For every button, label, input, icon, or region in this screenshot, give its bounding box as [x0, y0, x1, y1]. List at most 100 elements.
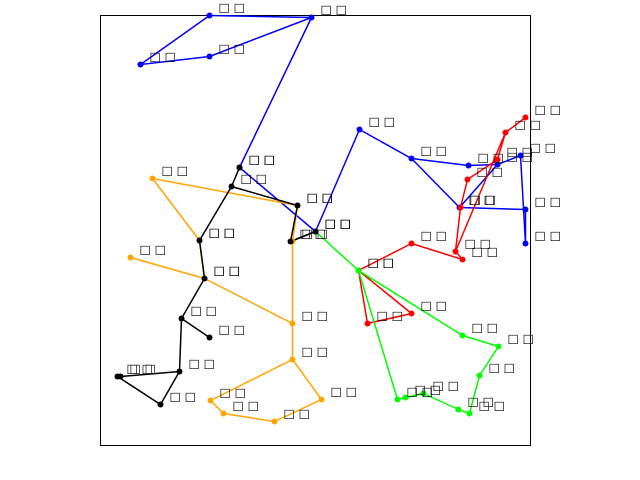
node-label-1-3: □ □ [477, 165, 504, 179]
edge-4-6 [180, 278, 206, 319]
edge-1-4 [454, 207, 462, 252]
node-1-5 [459, 256, 466, 263]
node-2-2 [459, 332, 466, 339]
node-1-3 [464, 176, 471, 183]
node-label-4-3: □ □ [300, 227, 327, 241]
edge-4-2 [289, 205, 299, 242]
edge-1-9 [367, 312, 412, 325]
node-label-3-5: □ □ [302, 345, 329, 359]
plot-frame [100, 15, 531, 446]
edge-2-4 [468, 375, 481, 414]
node-label-2-9: □ □ [407, 385, 434, 399]
node-label-0-13: □ □ [325, 217, 352, 231]
edge-4-5 [198, 240, 206, 279]
node-4-3 [287, 238, 294, 245]
node-label-0-9: □ □ [530, 141, 557, 155]
node-label-0-6: □ □ [421, 144, 448, 158]
edge-4-9 [120, 370, 180, 378]
node-3-7 [271, 418, 278, 425]
node-label-2-7: □ □ [433, 379, 460, 393]
node-0-11 [522, 206, 529, 213]
node-label-4-7: □ □ [191, 304, 218, 318]
node-label-4-5: □ □ [209, 226, 236, 240]
node-label-3-8: □ □ [233, 399, 260, 413]
edge-0-10 [497, 154, 521, 166]
edge-2-6 [423, 392, 459, 411]
node-label-1-10: □ □ [421, 299, 448, 313]
node-label-4-2: □ □ [307, 191, 334, 205]
node-1-1 [502, 129, 509, 136]
node-label-1-6: □ □ [465, 237, 492, 251]
edge-2-3 [478, 346, 500, 376]
edge-0-8 [411, 157, 469, 167]
node-label-2-4: □ □ [489, 361, 516, 375]
edge-3-10 [130, 256, 205, 280]
node-label-0-3: □ □ [219, 42, 246, 56]
node-label-0-0: □ □ [219, 1, 246, 15]
node-3-2 [127, 254, 134, 261]
node-label-0-2: □ □ [150, 50, 177, 64]
node-label-4-10: □ □ [130, 362, 157, 376]
node-0-2 [137, 61, 144, 68]
edge-4-4 [198, 186, 233, 241]
node-label-1-7: □ □ [421, 229, 448, 243]
node-4-5 [196, 237, 203, 244]
node-label-0-10: □ □ [469, 193, 496, 207]
node-3-5 [289, 356, 296, 363]
edge-0-14 [410, 157, 461, 209]
node-0-9 [517, 152, 524, 159]
node-1-0 [522, 114, 529, 121]
edge-4-7 [181, 317, 210, 339]
node-label-1-4: □ □ [470, 193, 497, 207]
node-label-1-5: □ □ [472, 245, 499, 259]
node-2-9 [394, 396, 401, 403]
node-1-6 [452, 248, 459, 255]
edge-3-12 [151, 178, 201, 241]
edge-1-7 [358, 242, 412, 272]
node-label-2-8: □ □ [415, 383, 442, 397]
node-0-0 [206, 12, 213, 19]
edge-3-6 [223, 412, 275, 423]
node-3-4 [289, 320, 296, 327]
node-2-1 [355, 267, 362, 274]
edge-4-0 [230, 167, 241, 187]
node-0-1 [308, 14, 315, 21]
node-0-12 [522, 240, 529, 247]
node-3-8 [220, 410, 227, 417]
node-label-4-6: □ □ [214, 264, 241, 278]
node-1-4 [457, 204, 464, 211]
node-2-3 [495, 343, 502, 350]
node-label-3-10: □ □ [307, 191, 334, 205]
node-0-7 [465, 162, 472, 169]
node-1-7 [408, 240, 415, 247]
node-layer [114, 12, 529, 425]
edge-0-6 [314, 129, 361, 232]
edge-0-11 [519, 155, 527, 244]
edge-2-2 [462, 334, 499, 348]
node-label-2-3: □ □ [508, 332, 535, 346]
edge-3-7 [274, 398, 322, 423]
node-label-3-11: □ □ [302, 227, 329, 241]
node-0-5 [356, 126, 363, 133]
node-label-4-12: □ □ [170, 390, 197, 404]
label-layer: □ □ □ □ □ □ □ □ □ □ □ □ □ □ □ □ □ □ □ □ □ □ □ □ □ □ □… [127, 1, 562, 421]
edge-1-6 [411, 242, 463, 261]
edge-0-15 [458, 164, 499, 208]
node-label-3-9: □ □ [220, 386, 247, 400]
node-label-1-9: □ □ [377, 309, 404, 323]
edge-3-4 [210, 358, 293, 402]
node-label-0-1: □ □ [321, 3, 348, 17]
node-4-2 [294, 202, 301, 209]
edge-0-2 [238, 17, 313, 168]
edge-3-9 [204, 277, 293, 325]
node-label-3-2: □ □ [140, 243, 167, 257]
node-0-3 [206, 53, 213, 60]
node-label-0-11: □ □ [535, 195, 562, 209]
node-label-4-1: □ □ [241, 172, 268, 186]
node-2-7 [420, 390, 427, 397]
edge-0-0 [140, 14, 210, 66]
node-label-3-7: □ □ [284, 407, 311, 421]
node-1-2 [494, 156, 501, 163]
node-label-4-0: □ □ [249, 153, 276, 167]
edge-3-0 [152, 177, 298, 207]
